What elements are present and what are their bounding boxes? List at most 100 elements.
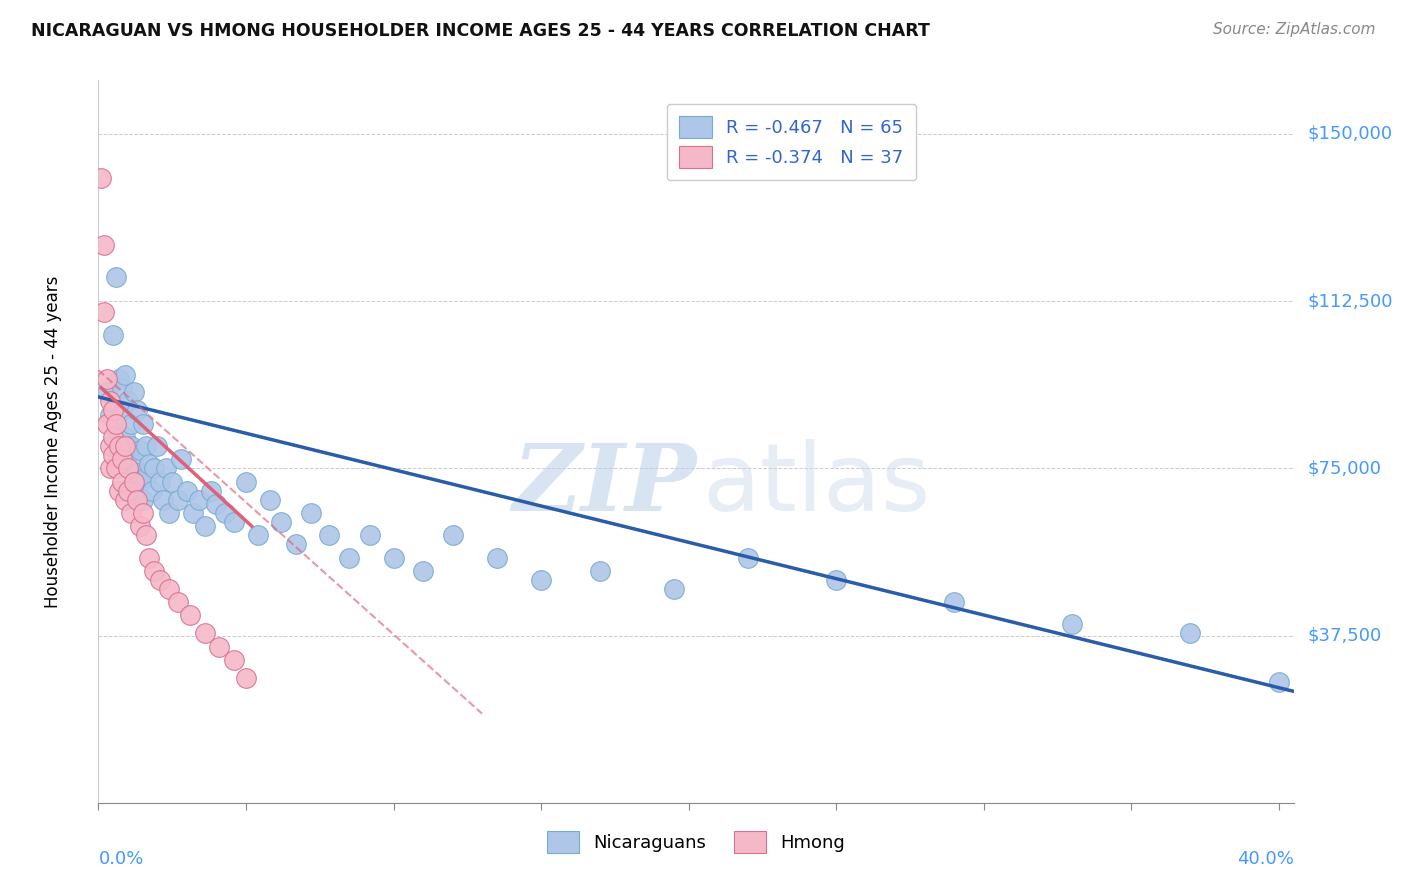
Point	[125, 466, 148, 480]
Point	[114, 430, 136, 444]
Point	[98, 408, 121, 422]
Point	[181, 506, 204, 520]
Point	[111, 403, 134, 417]
Point	[131, 417, 153, 431]
Point	[170, 452, 193, 467]
Point	[96, 417, 118, 431]
Point	[157, 506, 180, 520]
Point	[128, 519, 150, 533]
Point	[208, 640, 231, 654]
Text: 40.0%: 40.0%	[1237, 850, 1294, 868]
Point	[179, 608, 201, 623]
Point	[149, 475, 172, 489]
Point	[160, 475, 183, 489]
Point	[111, 381, 134, 395]
Point	[135, 470, 157, 484]
Point	[155, 461, 177, 475]
Point	[98, 394, 121, 409]
Point	[98, 461, 121, 475]
Point	[108, 425, 131, 440]
Point	[259, 492, 281, 507]
Point	[101, 448, 124, 462]
Point	[337, 550, 360, 565]
Point	[117, 483, 139, 498]
Point	[105, 461, 128, 475]
Point	[117, 448, 139, 462]
Point	[120, 417, 142, 431]
Point	[270, 515, 292, 529]
Point	[149, 573, 172, 587]
Text: 0.0%: 0.0%	[98, 850, 143, 868]
Point	[485, 550, 508, 565]
Point	[125, 492, 148, 507]
Point	[131, 492, 153, 507]
Text: $150,000: $150,000	[1308, 125, 1393, 143]
Point	[90, 171, 112, 186]
Point	[122, 457, 145, 471]
Text: atlas: atlas	[702, 439, 931, 531]
Point	[224, 515, 246, 529]
Point	[167, 492, 190, 507]
Text: $112,500: $112,500	[1308, 292, 1393, 310]
Point	[589, 564, 612, 578]
Point	[114, 368, 136, 382]
Point	[285, 537, 308, 551]
Point	[98, 439, 121, 453]
Text: NICARAGUAN VS HMONG HOUSEHOLDER INCOME AGES 25 - 44 YEARS CORRELATION CHART: NICARAGUAN VS HMONG HOUSEHOLDER INCOME A…	[31, 22, 929, 40]
Point	[146, 439, 169, 453]
Point	[125, 403, 148, 417]
Point	[235, 671, 257, 685]
Point	[299, 506, 322, 520]
Point	[128, 475, 150, 489]
Point	[1268, 675, 1291, 690]
Point	[131, 506, 153, 520]
Point	[101, 403, 124, 417]
Point	[108, 483, 131, 498]
Point	[122, 385, 145, 400]
Point	[122, 475, 145, 489]
Point	[120, 506, 142, 520]
Point	[135, 528, 157, 542]
Point	[117, 394, 139, 409]
Point	[111, 475, 134, 489]
Point	[114, 439, 136, 453]
Point	[246, 528, 269, 542]
Point	[114, 492, 136, 507]
Point	[530, 573, 553, 587]
Point	[176, 483, 198, 498]
Point	[167, 595, 190, 609]
Point	[120, 439, 142, 453]
Point	[214, 506, 236, 520]
Point	[194, 626, 217, 640]
Point	[662, 582, 685, 596]
Point	[96, 372, 118, 386]
Text: ZIP: ZIP	[512, 440, 696, 530]
Point	[143, 461, 166, 475]
Point	[737, 550, 759, 565]
Point	[143, 564, 166, 578]
Text: $75,000: $75,000	[1308, 459, 1382, 477]
Point	[141, 483, 163, 498]
Point	[138, 550, 160, 565]
Point	[412, 564, 434, 578]
Point	[825, 573, 848, 587]
Point	[93, 305, 115, 319]
Legend: Nicaraguans, Hmong: Nicaraguans, Hmong	[534, 819, 858, 866]
Point	[111, 452, 134, 467]
Point	[318, 528, 340, 542]
Point	[441, 528, 464, 542]
Point	[382, 550, 405, 565]
Point	[128, 443, 150, 458]
Point	[943, 595, 966, 609]
Point	[194, 519, 217, 533]
Point	[1062, 617, 1084, 632]
Point	[235, 475, 257, 489]
Point	[105, 417, 128, 431]
Point	[101, 430, 124, 444]
Point	[1180, 626, 1202, 640]
Point	[157, 582, 180, 596]
Point	[205, 497, 228, 511]
Point	[135, 439, 157, 453]
Point	[152, 492, 174, 507]
Point	[117, 461, 139, 475]
